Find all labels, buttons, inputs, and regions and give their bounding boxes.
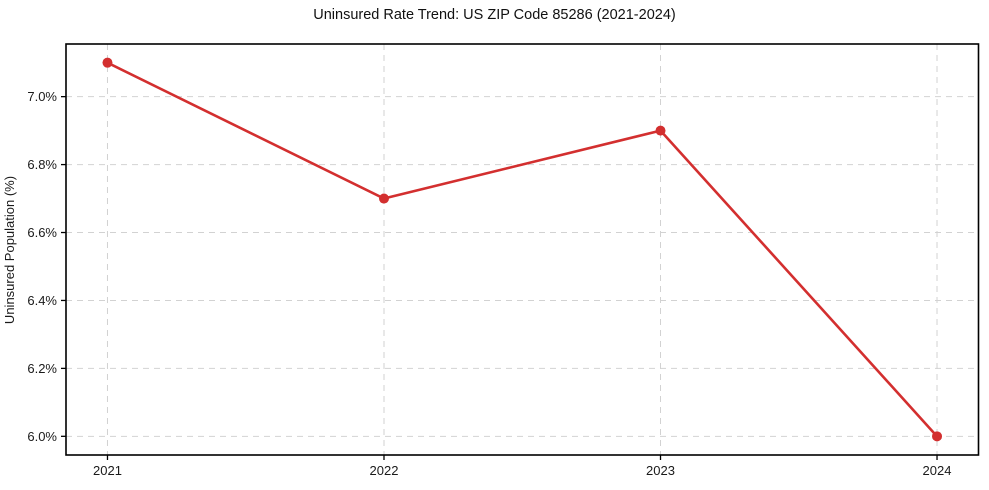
data-point-2024 [932,431,943,442]
y-tick-label: 6.0% [27,429,57,444]
x-tick-label: 2021 [93,463,122,478]
y-tick-label: 6.6% [27,225,57,240]
x-tick-label: 2023 [646,463,675,478]
y-tick-label: 7.0% [27,89,57,104]
plot-border [65,43,980,456]
y-tick-label: 6.2% [27,361,57,376]
x-tick-label: 2024 [923,463,952,478]
chart-title: Uninsured Rate Trend: US ZIP Code 85286 … [313,7,676,23]
data-point-2022 [378,193,389,204]
trend-line [106,61,939,438]
data-point-2023 [655,125,666,136]
y-tick-label: 6.8% [27,157,57,172]
y-tick-label: 6.4% [27,293,57,308]
x-tick-label: 2022 [370,463,399,478]
y-axis-label: Uninsured Population (%) [2,176,17,324]
data-point-2021 [102,57,113,68]
